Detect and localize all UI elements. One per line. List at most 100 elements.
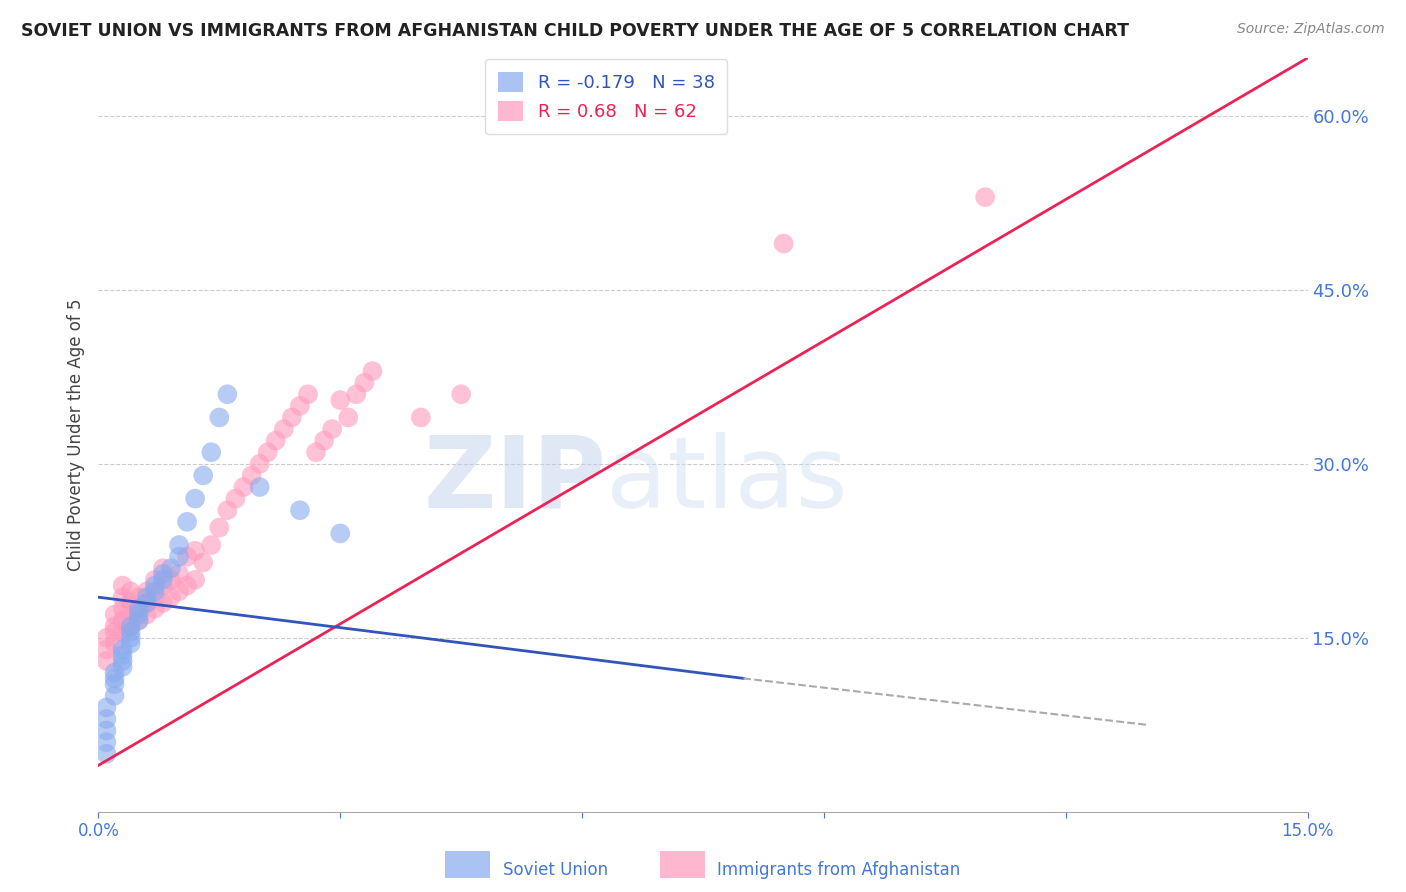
Point: [200, 538, 222, 552]
Point: [120, 624, 142, 639]
Point: [200, 445, 222, 459]
Point: [152, 596, 174, 610]
Point: [208, 410, 231, 425]
Point: [208, 521, 231, 535]
Point: [120, 584, 142, 599]
Point: [103, 677, 125, 691]
Point: [143, 584, 166, 599]
Point: [152, 567, 174, 582]
Point: [96, 735, 118, 749]
Point: [176, 579, 198, 593]
Text: Source: ZipAtlas.com: Source: ZipAtlas.com: [1237, 22, 1385, 37]
Point: [111, 648, 134, 662]
Bar: [446, 851, 489, 878]
Point: [353, 376, 375, 390]
Point: [103, 607, 125, 622]
Point: [96, 642, 118, 657]
Point: [288, 503, 311, 517]
Point: [103, 665, 125, 680]
Point: [409, 410, 432, 425]
Y-axis label: Child Poverty Under the Age of 5: Child Poverty Under the Age of 5: [66, 299, 84, 571]
Point: [184, 544, 207, 558]
Point: [193, 468, 215, 483]
Point: [450, 387, 472, 401]
Point: [314, 434, 336, 448]
Point: [160, 591, 183, 605]
Point: [143, 579, 166, 593]
Point: [143, 591, 166, 605]
Point: [143, 602, 166, 616]
Point: [249, 457, 271, 471]
Point: [329, 392, 352, 407]
Point: [111, 579, 134, 593]
Point: [120, 607, 142, 622]
Point: [103, 637, 125, 651]
Point: [152, 573, 174, 587]
Legend: R = -0.179   N = 38, R = 0.68   N = 62: R = -0.179 N = 38, R = 0.68 N = 62: [485, 60, 727, 134]
Point: [120, 619, 142, 633]
Point: [344, 387, 367, 401]
Point: [128, 607, 150, 622]
Point: [120, 619, 142, 633]
Point: [96, 723, 118, 738]
Point: [217, 503, 239, 517]
Point: [103, 619, 125, 633]
Point: [111, 654, 134, 668]
Point: [135, 607, 157, 622]
Point: [176, 515, 198, 529]
Text: Soviet Union: Soviet Union: [503, 861, 609, 879]
Point: [111, 642, 134, 657]
Point: [96, 631, 118, 645]
Point: [337, 410, 360, 425]
Point: [217, 387, 239, 401]
Point: [160, 561, 183, 575]
Point: [128, 602, 150, 616]
Point: [232, 480, 254, 494]
Point: [96, 747, 118, 761]
Point: [143, 573, 166, 587]
Point: [103, 671, 125, 685]
Point: [184, 573, 207, 587]
Point: [120, 631, 142, 645]
Text: SOVIET UNION VS IMMIGRANTS FROM AFGHANISTAN CHILD POVERTY UNDER THE AGE OF 5 COR: SOVIET UNION VS IMMIGRANTS FROM AFGHANIS…: [21, 22, 1129, 40]
Point: [329, 526, 352, 541]
Point: [111, 624, 134, 639]
Point: [152, 561, 174, 575]
Point: [361, 364, 384, 378]
Point: [184, 491, 207, 506]
Text: Immigrants from Afghanistan: Immigrants from Afghanistan: [717, 861, 960, 879]
Point: [297, 387, 319, 401]
Point: [120, 596, 142, 610]
Bar: [661, 851, 704, 878]
Point: [128, 591, 150, 605]
Point: [249, 480, 271, 494]
Point: [264, 434, 287, 448]
Text: ZIP: ZIP: [423, 432, 606, 529]
Point: [772, 236, 794, 251]
Point: [281, 410, 304, 425]
Point: [111, 602, 134, 616]
Text: atlas: atlas: [606, 432, 848, 529]
Point: [167, 584, 190, 599]
Point: [96, 654, 118, 668]
Point: [160, 573, 183, 587]
Point: [103, 689, 125, 703]
Point: [128, 614, 150, 628]
Point: [111, 614, 134, 628]
Point: [135, 596, 157, 610]
Point: [288, 399, 311, 413]
Point: [135, 591, 157, 605]
Point: [96, 712, 118, 726]
Point: [167, 538, 190, 552]
Point: [96, 700, 118, 714]
Point: [240, 468, 263, 483]
Point: [111, 660, 134, 674]
Point: [193, 555, 215, 570]
Point: [256, 445, 278, 459]
Point: [224, 491, 246, 506]
Point: [103, 624, 125, 639]
Point: [974, 190, 997, 204]
Point: [128, 614, 150, 628]
Point: [167, 567, 190, 582]
Point: [152, 579, 174, 593]
